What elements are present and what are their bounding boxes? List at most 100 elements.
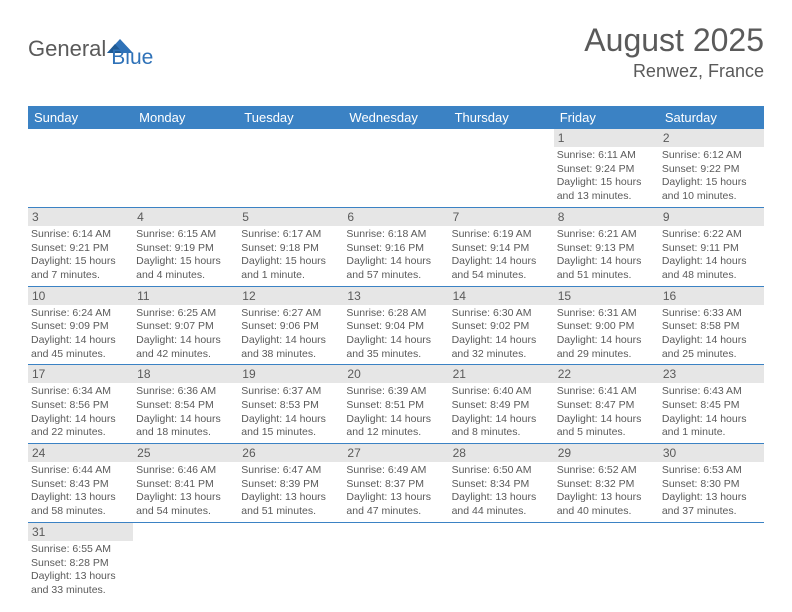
day-cell: 27Sunrise: 6:49 AMSunset: 8:37 PMDayligh… (343, 444, 448, 522)
day-cell: 3Sunrise: 6:14 AMSunset: 9:21 PMDaylight… (28, 208, 133, 286)
day-number: 15 (554, 287, 659, 305)
day-number: 27 (343, 444, 448, 462)
day-cell: 30Sunrise: 6:53 AMSunset: 8:30 PMDayligh… (659, 444, 764, 522)
day-number: 12 (238, 287, 343, 305)
day-number: 16 (659, 287, 764, 305)
day-number: 28 (449, 444, 554, 462)
day-body: Sunrise: 6:19 AMSunset: 9:14 PMDaylight:… (449, 226, 554, 286)
day-body: Sunrise: 6:14 AMSunset: 9:21 PMDaylight:… (28, 226, 133, 286)
month-title: August 2025 (584, 22, 764, 59)
day-number: 8 (554, 208, 659, 226)
day-header-tuesday: Tuesday (238, 106, 343, 129)
day-cell-empty (343, 129, 448, 207)
day-number: 17 (28, 365, 133, 383)
day-body: Sunrise: 6:41 AMSunset: 8:47 PMDaylight:… (554, 383, 659, 443)
day-body: Sunrise: 6:40 AMSunset: 8:49 PMDaylight:… (449, 383, 554, 443)
day-number: 2 (659, 129, 764, 147)
week-row: 24Sunrise: 6:44 AMSunset: 8:43 PMDayligh… (28, 444, 764, 523)
header: August 2025 Renwez, France (584, 22, 764, 82)
day-body: Sunrise: 6:17 AMSunset: 9:18 PMDaylight:… (238, 226, 343, 286)
day-cell-empty (554, 523, 659, 601)
day-body: Sunrise: 6:53 AMSunset: 8:30 PMDaylight:… (659, 462, 764, 522)
day-cell: 16Sunrise: 6:33 AMSunset: 8:58 PMDayligh… (659, 287, 764, 365)
day-cell-empty (238, 129, 343, 207)
day-cell-empty (28, 129, 133, 207)
day-number: 24 (28, 444, 133, 462)
day-cell: 23Sunrise: 6:43 AMSunset: 8:45 PMDayligh… (659, 365, 764, 443)
day-cell: 8Sunrise: 6:21 AMSunset: 9:13 PMDaylight… (554, 208, 659, 286)
day-cell: 14Sunrise: 6:30 AMSunset: 9:02 PMDayligh… (449, 287, 554, 365)
day-number: 10 (28, 287, 133, 305)
day-cell-empty (133, 523, 238, 601)
day-body: Sunrise: 6:50 AMSunset: 8:34 PMDaylight:… (449, 462, 554, 522)
day-body: Sunrise: 6:24 AMSunset: 9:09 PMDaylight:… (28, 305, 133, 365)
calendar: SundayMondayTuesdayWednesdayThursdayFrid… (28, 106, 764, 601)
day-body: Sunrise: 6:34 AMSunset: 8:56 PMDaylight:… (28, 383, 133, 443)
day-number: 14 (449, 287, 554, 305)
day-cell: 15Sunrise: 6:31 AMSunset: 9:00 PMDayligh… (554, 287, 659, 365)
day-body: Sunrise: 6:36 AMSunset: 8:54 PMDaylight:… (133, 383, 238, 443)
day-body: Sunrise: 6:37 AMSunset: 8:53 PMDaylight:… (238, 383, 343, 443)
day-cell: 31Sunrise: 6:55 AMSunset: 8:28 PMDayligh… (28, 523, 133, 601)
day-body: Sunrise: 6:52 AMSunset: 8:32 PMDaylight:… (554, 462, 659, 522)
day-cell: 21Sunrise: 6:40 AMSunset: 8:49 PMDayligh… (449, 365, 554, 443)
day-cell: 24Sunrise: 6:44 AMSunset: 8:43 PMDayligh… (28, 444, 133, 522)
day-number: 23 (659, 365, 764, 383)
day-number: 5 (238, 208, 343, 226)
day-number: 30 (659, 444, 764, 462)
day-body: Sunrise: 6:28 AMSunset: 9:04 PMDaylight:… (343, 305, 448, 365)
location: Renwez, France (584, 61, 764, 82)
weeks-container: 1Sunrise: 6:11 AMSunset: 9:24 PMDaylight… (28, 129, 764, 601)
day-cell: 5Sunrise: 6:17 AMSunset: 9:18 PMDaylight… (238, 208, 343, 286)
day-body: Sunrise: 6:43 AMSunset: 8:45 PMDaylight:… (659, 383, 764, 443)
week-row: 31Sunrise: 6:55 AMSunset: 8:28 PMDayligh… (28, 523, 764, 601)
day-cell: 1Sunrise: 6:11 AMSunset: 9:24 PMDaylight… (554, 129, 659, 207)
day-number: 4 (133, 208, 238, 226)
day-number: 18 (133, 365, 238, 383)
day-body: Sunrise: 6:15 AMSunset: 9:19 PMDaylight:… (133, 226, 238, 286)
day-number: 20 (343, 365, 448, 383)
day-body: Sunrise: 6:12 AMSunset: 9:22 PMDaylight:… (659, 147, 764, 207)
day-number: 29 (554, 444, 659, 462)
day-cell: 17Sunrise: 6:34 AMSunset: 8:56 PMDayligh… (28, 365, 133, 443)
day-number: 1 (554, 129, 659, 147)
day-body: Sunrise: 6:27 AMSunset: 9:06 PMDaylight:… (238, 305, 343, 365)
day-header-saturday: Saturday (659, 106, 764, 129)
day-cell: 26Sunrise: 6:47 AMSunset: 8:39 PMDayligh… (238, 444, 343, 522)
day-cell-empty (449, 523, 554, 601)
day-cell: 6Sunrise: 6:18 AMSunset: 9:16 PMDaylight… (343, 208, 448, 286)
day-body: Sunrise: 6:31 AMSunset: 9:00 PMDaylight:… (554, 305, 659, 365)
day-body: Sunrise: 6:47 AMSunset: 8:39 PMDaylight:… (238, 462, 343, 522)
day-number: 25 (133, 444, 238, 462)
day-cell: 4Sunrise: 6:15 AMSunset: 9:19 PMDaylight… (133, 208, 238, 286)
day-cell: 22Sunrise: 6:41 AMSunset: 8:47 PMDayligh… (554, 365, 659, 443)
day-body: Sunrise: 6:21 AMSunset: 9:13 PMDaylight:… (554, 226, 659, 286)
day-cell: 25Sunrise: 6:46 AMSunset: 8:41 PMDayligh… (133, 444, 238, 522)
day-body: Sunrise: 6:30 AMSunset: 9:02 PMDaylight:… (449, 305, 554, 365)
day-cell: 28Sunrise: 6:50 AMSunset: 8:34 PMDayligh… (449, 444, 554, 522)
day-body: Sunrise: 6:33 AMSunset: 8:58 PMDaylight:… (659, 305, 764, 365)
week-row: 3Sunrise: 6:14 AMSunset: 9:21 PMDaylight… (28, 208, 764, 287)
day-header-monday: Monday (133, 106, 238, 129)
day-cell: 7Sunrise: 6:19 AMSunset: 9:14 PMDaylight… (449, 208, 554, 286)
day-number: 26 (238, 444, 343, 462)
day-number: 13 (343, 287, 448, 305)
day-number: 22 (554, 365, 659, 383)
day-cell: 13Sunrise: 6:28 AMSunset: 9:04 PMDayligh… (343, 287, 448, 365)
day-cell: 11Sunrise: 6:25 AMSunset: 9:07 PMDayligh… (133, 287, 238, 365)
day-body: Sunrise: 6:46 AMSunset: 8:41 PMDaylight:… (133, 462, 238, 522)
week-row: 1Sunrise: 6:11 AMSunset: 9:24 PMDaylight… (28, 129, 764, 208)
week-row: 17Sunrise: 6:34 AMSunset: 8:56 PMDayligh… (28, 365, 764, 444)
day-number: 31 (28, 523, 133, 541)
week-row: 10Sunrise: 6:24 AMSunset: 9:09 PMDayligh… (28, 287, 764, 366)
day-number: 7 (449, 208, 554, 226)
logo: General Blue (28, 28, 153, 70)
day-cell: 12Sunrise: 6:27 AMSunset: 9:06 PMDayligh… (238, 287, 343, 365)
logo-text-general: General (28, 36, 106, 62)
day-cell: 10Sunrise: 6:24 AMSunset: 9:09 PMDayligh… (28, 287, 133, 365)
day-cell-empty (343, 523, 448, 601)
day-header-row: SundayMondayTuesdayWednesdayThursdayFrid… (28, 106, 764, 129)
day-cell: 9Sunrise: 6:22 AMSunset: 9:11 PMDaylight… (659, 208, 764, 286)
day-body: Sunrise: 6:44 AMSunset: 8:43 PMDaylight:… (28, 462, 133, 522)
day-body: Sunrise: 6:25 AMSunset: 9:07 PMDaylight:… (133, 305, 238, 365)
